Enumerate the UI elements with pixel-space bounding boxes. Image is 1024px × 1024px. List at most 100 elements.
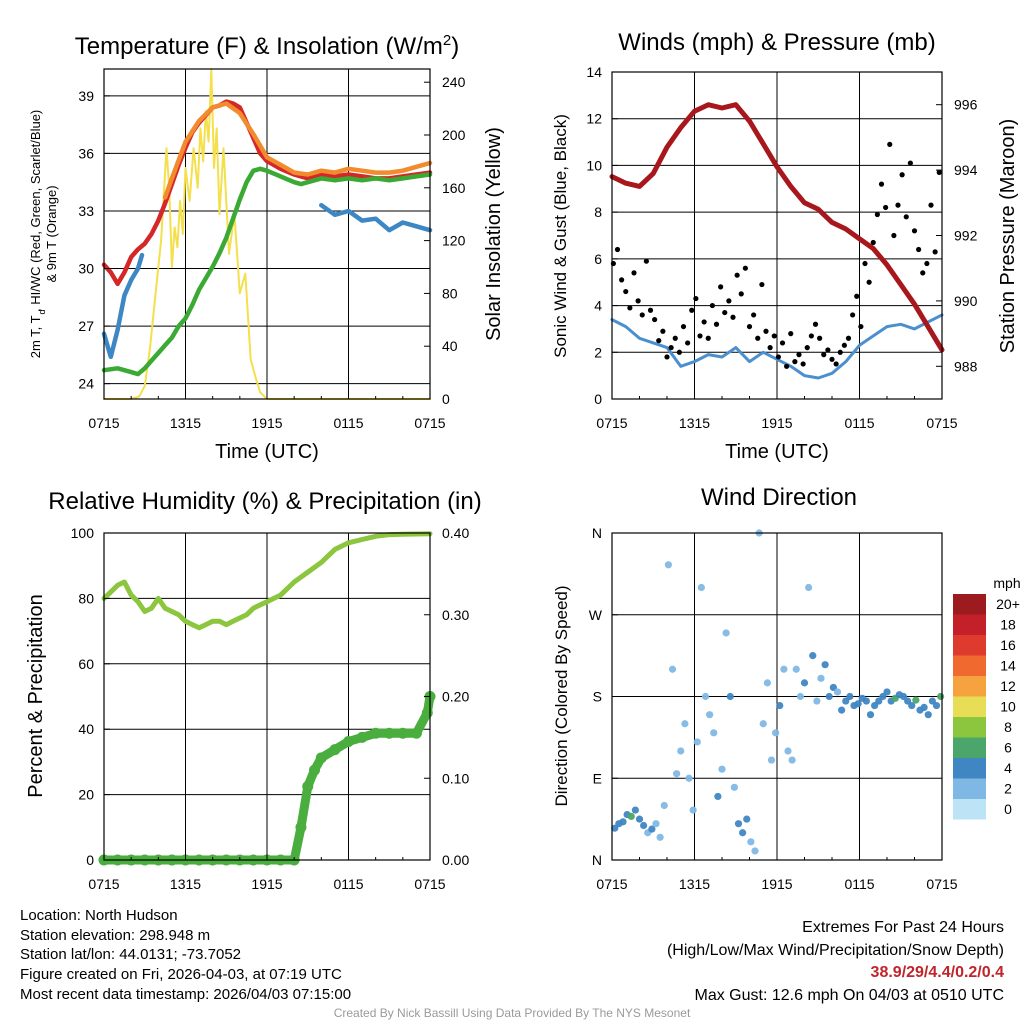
- legend-swatch: [953, 676, 986, 697]
- direction-point: [767, 756, 776, 764]
- gust-point: [693, 295, 699, 302]
- temperature-y-axis-label: 2m T, T , HI/WC (Red, Green, Scarlet/Blu…: [28, 110, 59, 359]
- gust-point: [619, 277, 625, 283]
- station-latlon: Station lat/lon: 44.0131; -73.7052: [20, 946, 242, 964]
- gust-point: [614, 246, 621, 253]
- direction-point: [648, 825, 656, 833]
- gust-point: [775, 354, 781, 360]
- x-tick-label: 1315: [679, 876, 710, 892]
- direction-point: [937, 692, 945, 701]
- extremes-info: Extremes For Past 24 Hours (High/Low/Max…: [667, 917, 1004, 1007]
- right-tick-label: 0.20: [442, 689, 469, 705]
- extremes-values: 38.9/29/4.4/0.2/0.4: [870, 964, 1004, 981]
- left-tick-label: 20: [78, 787, 94, 803]
- gust-point: [759, 281, 765, 288]
- gust-point: [870, 239, 876, 246]
- gust-point: [701, 319, 707, 325]
- gust-point: [713, 321, 720, 327]
- direction-point: [631, 806, 639, 814]
- direction-point: [800, 679, 809, 687]
- station-info: Location: North Hudson Station elevation…: [20, 906, 351, 1005]
- gust-point: [883, 204, 889, 211]
- legend-label: 2: [1004, 781, 1012, 797]
- left-tick-label: 33: [78, 203, 94, 219]
- precip-point: [383, 727, 395, 739]
- direction-point: [660, 801, 668, 810]
- gust-point: [652, 316, 658, 323]
- direction-point: [776, 701, 784, 710]
- wind-direction-panel-title: Wind Direction: [701, 484, 857, 511]
- left-tick-label: 39: [78, 88, 94, 104]
- series-dew-point: [101, 166, 433, 377]
- gust-point: [742, 265, 748, 271]
- legend-swatch: [953, 594, 986, 615]
- left-tick-label: 36: [78, 145, 94, 161]
- left-tick-label: 12: [586, 111, 602, 127]
- legend-label: 0: [1004, 801, 1012, 817]
- precip-point: [356, 731, 368, 743]
- pressure-y-axis-label: Station Pressure (Maroon): [997, 119, 1019, 354]
- station-location: Location: North Hudson: [20, 907, 178, 924]
- direction-point: [772, 729, 780, 737]
- direction-point: [718, 765, 726, 773]
- right-tick-label: 0.40: [442, 525, 469, 541]
- gust-point: [829, 356, 835, 362]
- gust-point: [623, 288, 629, 295]
- extremes-title: Extremes For Past 24 Hours: [802, 919, 1004, 936]
- gust-point: [796, 352, 802, 358]
- series-relative-humidity: [101, 531, 433, 631]
- legend-label: 12: [1000, 678, 1016, 694]
- direction-point: [813, 697, 821, 705]
- direction-point: [714, 792, 722, 801]
- right-tick-label: 240: [442, 74, 466, 90]
- left-tick-label: S: [593, 689, 602, 705]
- gust-point: [726, 298, 732, 304]
- gust-point: [903, 214, 909, 220]
- legend-label: 8: [1004, 719, 1012, 735]
- gust-point: [837, 349, 843, 355]
- gust-point: [767, 345, 773, 351]
- direction-point: [809, 652, 817, 660]
- direction-point: [656, 833, 664, 841]
- svg-text:& 9m T (Orange): & 9m T (Orange): [44, 185, 59, 282]
- left-tick-label: 8: [594, 204, 602, 220]
- direction-point: [693, 738, 701, 746]
- left-tick-label: 4: [594, 298, 602, 314]
- gust-point: [664, 354, 670, 360]
- gust-point: [722, 309, 728, 316]
- x-tick-label: 1915: [251, 415, 282, 431]
- gust-point: [668, 345, 674, 351]
- gust-point: [771, 333, 777, 339]
- series-wind-chill: [101, 202, 433, 360]
- direction-point: [912, 696, 920, 704]
- gust-point: [639, 312, 645, 318]
- direction-point: [627, 812, 635, 821]
- direction-point: [751, 847, 759, 855]
- gust-point: [936, 169, 942, 176]
- gust-point: [627, 305, 633, 311]
- speed-legend-title: mph: [993, 575, 1020, 591]
- gust-point: [705, 335, 711, 341]
- gust-point: [709, 302, 715, 309]
- gust-point: [899, 172, 905, 178]
- x-tick-label: 0715: [596, 876, 627, 892]
- gust-point: [833, 361, 839, 367]
- legend-swatch: [953, 614, 986, 635]
- legend-swatch: [953, 758, 986, 779]
- direction-point: [722, 629, 730, 637]
- direction-point: [685, 774, 693, 782]
- precip-point: [370, 727, 382, 739]
- left-tick-label: 40: [78, 721, 94, 737]
- left-tick-label: N: [592, 525, 602, 541]
- gust-point: [911, 228, 918, 234]
- left-tick-label: 100: [71, 525, 95, 541]
- right-tick-label: 0: [442, 391, 450, 407]
- right-tick-label: 0.00: [442, 852, 469, 868]
- gust-point: [631, 270, 637, 276]
- precip-point: [421, 707, 433, 719]
- x-tick-label: 0715: [926, 876, 957, 892]
- temperature-x-axis-label: Time (UTC): [215, 441, 319, 463]
- gust-point: [895, 202, 901, 208]
- winds-panel-title: Winds (mph) & Pressure (mb): [618, 29, 935, 56]
